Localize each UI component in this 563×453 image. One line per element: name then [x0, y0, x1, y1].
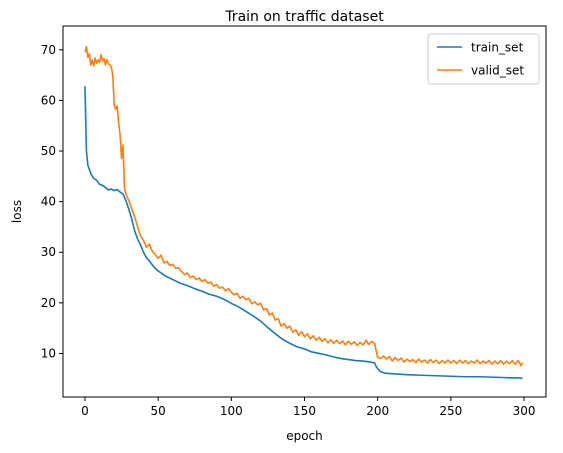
legend: train_set valid_set	[427, 33, 540, 85]
y-axis-ticks: 10 20 30 40 50 60 70	[41, 43, 63, 360]
series-layer	[84, 45, 524, 380]
y-axis-label: loss	[10, 200, 24, 223]
y-tick-label: 70	[41, 43, 56, 57]
y-tick-label: 10	[41, 346, 56, 360]
x-tick-label: 200	[366, 404, 389, 418]
y-tick-label: 30	[41, 245, 56, 259]
x-tick-label: 150	[293, 404, 316, 418]
legend-label-valid-set: valid_set	[471, 64, 524, 78]
x-axis-ticks: 0 50 100 150 200 250 300	[81, 397, 535, 418]
series-line-valid-set	[84, 45, 524, 367]
x-tick-label: 250	[439, 404, 462, 418]
y-tick-label: 40	[41, 195, 56, 209]
x-axis-label: epoch	[286, 429, 323, 443]
y-tick-label: 50	[41, 144, 56, 158]
y-tick-label: 20	[41, 296, 56, 310]
x-tick-label: 0	[81, 404, 89, 418]
x-tick-label: 300	[513, 404, 536, 418]
x-tick-label: 50	[150, 404, 165, 418]
y-tick-label: 60	[41, 93, 56, 107]
chart-title: Train on traffic dataset	[224, 9, 384, 25]
legend-label-train-set: train_set	[471, 41, 524, 55]
series-line-train-set	[84, 86, 523, 380]
x-tick-label: 100	[220, 404, 243, 418]
